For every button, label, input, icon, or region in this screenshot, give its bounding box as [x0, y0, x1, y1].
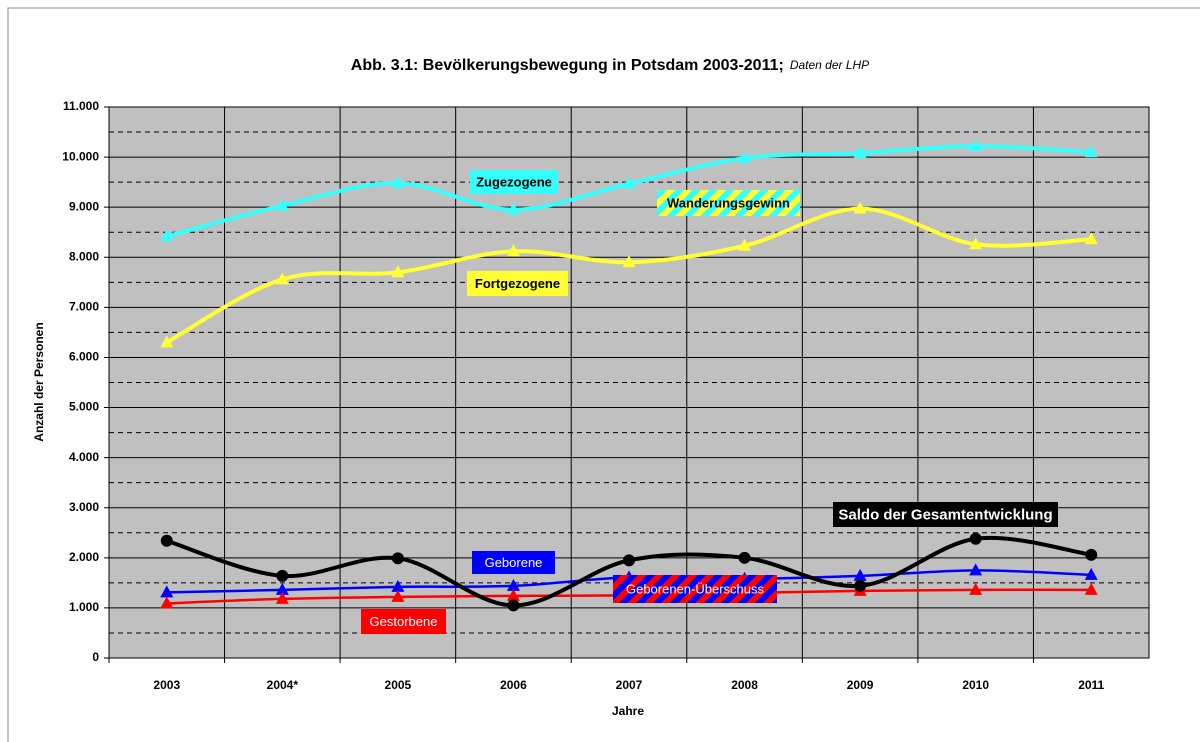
annotation: Geborenen-Überschuss — [626, 581, 765, 596]
marker — [160, 229, 174, 242]
chart-subtitle: Daten der LHP — [790, 58, 869, 72]
annotation: Wanderungsgewinn — [667, 195, 790, 210]
plot-border — [108, 106, 1150, 659]
marker — [160, 596, 174, 609]
x-tick-label: 2005 — [385, 678, 412, 692]
marker — [853, 146, 867, 159]
marker — [969, 139, 983, 152]
annotation-box — [467, 271, 568, 296]
y-tick-label: 3.000 — [69, 500, 99, 514]
x-tick-label: 2009 — [847, 678, 874, 692]
marker — [391, 589, 405, 602]
marker — [1084, 582, 1098, 595]
annotation: Gestorbene — [370, 614, 438, 629]
marker — [391, 176, 405, 189]
x-tick-label: 2010 — [962, 678, 989, 692]
marker — [969, 582, 983, 595]
marker — [160, 534, 173, 547]
annotation-box — [470, 170, 558, 194]
marker — [1084, 145, 1098, 158]
marker — [969, 237, 983, 250]
marker — [276, 569, 289, 582]
annotation-box — [472, 551, 555, 574]
marker — [1084, 232, 1098, 245]
marker — [738, 551, 751, 564]
y-tick-label: 2.000 — [69, 550, 99, 564]
x-tick-label: 2003 — [153, 678, 180, 692]
marker — [506, 244, 520, 257]
marker — [506, 202, 520, 215]
marker — [738, 238, 752, 251]
y-tick-label: 0 — [92, 650, 99, 664]
marker — [1084, 567, 1098, 580]
x-tick-label: 2008 — [731, 678, 758, 692]
marker — [969, 532, 982, 545]
marker — [391, 579, 405, 592]
marker — [622, 176, 636, 189]
marker — [275, 198, 289, 211]
annotation: Fortgezogene — [475, 276, 560, 291]
chart-title: Abb. 3.1: Bevölkerungsbewegung in Potsda… — [351, 57, 784, 74]
y-tick-label: 1.000 — [69, 600, 99, 614]
marker — [391, 265, 405, 278]
chart-title-group: Abb. 3.1: Bevölkerungsbewegung in Potsda… — [351, 57, 869, 74]
y-tick-label: 10.000 — [62, 149, 99, 163]
marker — [275, 591, 289, 604]
marker — [275, 272, 289, 285]
y-axis-label: Anzahl der Personen — [32, 322, 46, 441]
marker — [506, 578, 520, 591]
annotation-box — [833, 502, 1058, 527]
frame — [7, 7, 1200, 742]
annotation: Geborene — [485, 555, 543, 570]
marker — [738, 151, 752, 164]
y-tick-label: 9.000 — [69, 199, 99, 213]
marker — [160, 335, 174, 348]
y-tick-label: 8.000 — [69, 249, 99, 263]
annotation: Zugezogene — [476, 174, 552, 189]
marker — [969, 563, 983, 576]
annotation-box — [361, 609, 446, 634]
marker — [853, 201, 867, 214]
x-tick-label: 2007 — [616, 678, 643, 692]
marker — [160, 585, 174, 598]
marker — [506, 588, 520, 601]
annotation-box — [657, 190, 800, 216]
marker — [622, 255, 636, 268]
x-tick-label: 2006 — [500, 678, 527, 692]
marker — [1085, 548, 1098, 561]
marker — [854, 579, 867, 592]
x-axis-label: Jahre — [612, 704, 644, 718]
marker — [275, 582, 289, 595]
marker — [391, 552, 404, 565]
y-tick-label: 5.000 — [69, 400, 99, 414]
y-tick-label: 4.000 — [69, 450, 99, 464]
y-tick-label: 11.000 — [63, 99, 99, 113]
annotation: Saldo der Gesamtentwicklung — [838, 506, 1052, 523]
y-tick-label: 7.000 — [69, 300, 99, 314]
annotation-box — [613, 575, 777, 603]
x-tick-label: 2004* — [267, 678, 299, 692]
x-tick-label: 2011 — [1078, 678, 1104, 692]
y-tick-label: 6.000 — [69, 350, 99, 364]
marker — [507, 599, 520, 612]
marker — [853, 568, 867, 581]
marker — [623, 554, 635, 567]
